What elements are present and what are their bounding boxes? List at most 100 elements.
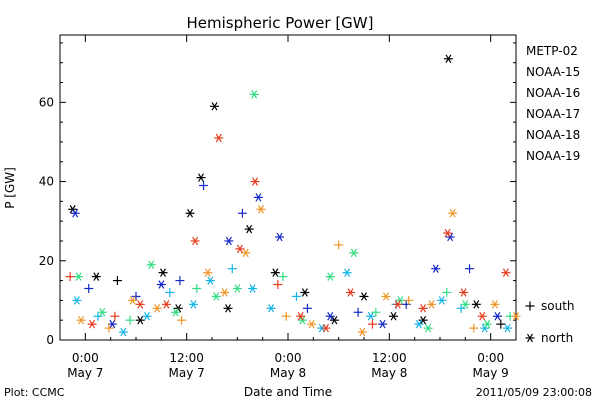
data-point	[87, 319, 97, 329]
x-tick-time: 12:00	[372, 351, 407, 365]
data-point	[492, 311, 502, 321]
data-point	[70, 209, 80, 218]
data-point	[404, 295, 414, 305]
data-point	[237, 208, 247, 218]
data-point	[203, 268, 213, 277]
data-point	[490, 300, 500, 309]
data-point	[211, 292, 221, 301]
marker-legend-label: south	[541, 299, 575, 313]
data-point	[300, 288, 310, 297]
marker-legend: south north	[525, 299, 575, 345]
data-point	[325, 311, 335, 321]
y-tick-label: 0	[46, 333, 54, 347]
data-point	[205, 276, 215, 285]
data-point	[469, 323, 479, 333]
y-axis-label: P [GW]	[3, 167, 17, 209]
legend-entry: NOAA-19	[526, 149, 580, 163]
data-point	[227, 264, 237, 274]
data-point	[401, 299, 411, 309]
data-point	[188, 300, 198, 309]
data-point	[74, 272, 84, 281]
data-point	[381, 292, 391, 301]
data-point	[278, 272, 288, 282]
data-point	[423, 323, 433, 333]
data-point	[291, 291, 301, 301]
data-point	[199, 181, 209, 191]
data-point	[196, 173, 206, 182]
legend-entry: NOAA-18	[526, 128, 580, 142]
marker-legend-symbol	[525, 333, 535, 343]
data-point	[112, 276, 122, 286]
data-point	[448, 209, 458, 218]
data-point	[84, 284, 94, 294]
data-point	[342, 268, 352, 277]
x-tick-time: 0:00	[477, 351, 504, 365]
legend-entry: NOAA-16	[526, 86, 580, 100]
data-point	[437, 296, 447, 305]
data-point	[443, 54, 453, 64]
data-point	[378, 319, 388, 329]
y-axis: 0 20 40 60	[39, 42, 516, 347]
data-point	[366, 311, 376, 321]
data-point	[459, 288, 469, 297]
data-point	[192, 284, 202, 294]
data-point	[235, 244, 245, 254]
data-point	[76, 315, 86, 325]
data-point	[152, 304, 162, 313]
data-point	[131, 291, 141, 301]
data-point	[185, 209, 195, 218]
data-point	[477, 311, 487, 321]
data-point	[270, 268, 280, 277]
data-point	[496, 319, 506, 329]
data-point	[175, 276, 185, 286]
data-point	[190, 236, 200, 246]
legend: METP-02 NOAA-15 NOAA-16 NOAA-17 NOAA-18 NOAA-…	[526, 44, 580, 163]
x-tick-date: May 8	[371, 366, 407, 380]
data-points	[65, 54, 521, 337]
data-point	[65, 272, 75, 282]
data-point	[345, 288, 355, 297]
data-point	[296, 311, 306, 321]
x-tick-date: May 9	[473, 366, 509, 380]
data-point	[177, 315, 187, 325]
data-point	[165, 287, 175, 297]
data-point	[256, 205, 266, 214]
data-point	[482, 319, 492, 329]
data-point	[456, 303, 466, 313]
x-tick-date: May 8	[270, 366, 306, 380]
footer-timestamp: 2011/05/09 23:00:08	[476, 386, 592, 399]
y-tick-label: 40	[39, 175, 54, 189]
x-tick-date: May 7	[67, 366, 103, 380]
data-point	[125, 315, 135, 325]
data-point	[142, 311, 152, 321]
data-point	[349, 248, 359, 258]
data-point	[281, 311, 291, 321]
data-point	[250, 177, 260, 186]
data-point	[210, 102, 220, 111]
x-tick-date: May 7	[169, 366, 205, 380]
data-point	[244, 224, 254, 234]
x-tick-time: 0:00	[275, 351, 302, 365]
data-point	[460, 300, 470, 309]
data-point	[118, 327, 128, 337]
data-point	[393, 300, 403, 309]
data-point	[389, 311, 399, 321]
data-point	[110, 311, 120, 321]
data-point	[302, 303, 312, 313]
legend-entry: METP-02	[526, 44, 578, 58]
x-axis-label: Date and Time	[244, 385, 332, 399]
data-point	[253, 193, 263, 202]
legend-entry: NOAA-17	[526, 107, 580, 121]
data-point	[465, 264, 475, 274]
data-point	[353, 307, 363, 317]
data-point	[359, 292, 369, 301]
data-point	[414, 319, 424, 329]
data-point	[158, 268, 168, 277]
y-tick-label: 60	[39, 95, 54, 109]
data-point	[248, 284, 258, 293]
data-point	[427, 300, 437, 309]
data-point	[135, 315, 145, 325]
data-point	[357, 327, 367, 337]
